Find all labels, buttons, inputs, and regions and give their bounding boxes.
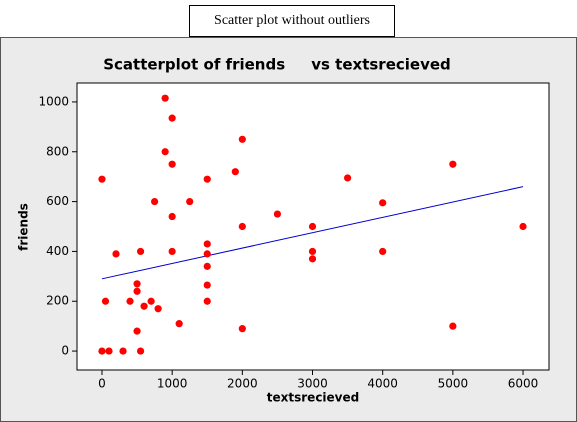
point	[126, 297, 134, 305]
point	[308, 222, 317, 231]
point	[203, 262, 211, 270]
point	[175, 320, 183, 328]
point	[98, 347, 106, 355]
point	[186, 197, 194, 206]
point	[519, 222, 527, 231]
point	[379, 247, 387, 256]
point	[238, 135, 246, 143]
point	[136, 347, 145, 355]
point	[273, 210, 282, 218]
point	[238, 222, 246, 231]
y-tick-label: 800	[46, 144, 69, 158]
y-tick-label: 600	[46, 194, 69, 208]
point	[343, 174, 352, 182]
point	[133, 280, 141, 288]
point	[238, 325, 246, 333]
point	[203, 297, 211, 305]
x-tick-label: 6000	[508, 377, 539, 391]
x-axis-label: textsrecieved	[267, 391, 359, 405]
point	[449, 160, 457, 168]
point	[147, 297, 155, 305]
point	[168, 212, 176, 221]
x-tick-label: 0	[98, 377, 106, 391]
point	[449, 322, 457, 330]
chart: Scatterplot of friends vs textsrecieved …	[0, 37, 577, 422]
point	[203, 281, 211, 289]
x-tick-label: 4000	[367, 377, 398, 391]
chart-title: Scatterplot of friends vs textsrecieved	[103, 56, 451, 74]
x-tick-label: 3000	[297, 377, 328, 391]
y-tick-label: 0	[61, 344, 69, 358]
point	[101, 297, 110, 305]
point	[133, 327, 141, 335]
caption: Scatter plot without outliers	[189, 5, 395, 37]
point	[231, 168, 239, 176]
point	[168, 114, 176, 122]
point	[168, 247, 176, 256]
point	[136, 247, 145, 256]
y-tick-label: 400	[46, 244, 69, 258]
point	[151, 197, 159, 206]
point	[161, 94, 169, 102]
point	[379, 199, 387, 207]
fit-line	[101, 186, 524, 280]
point	[105, 347, 113, 355]
point	[133, 287, 141, 295]
point	[112, 250, 120, 258]
point	[203, 240, 211, 248]
y-tick-label: 1000	[38, 94, 69, 108]
y-tick-label: 200	[46, 294, 69, 308]
point	[203, 175, 211, 183]
point	[161, 148, 169, 156]
point	[98, 175, 106, 183]
point	[203, 250, 211, 258]
y-axis-label: friends	[17, 203, 31, 251]
point	[308, 255, 317, 263]
point	[168, 160, 176, 168]
point	[140, 302, 148, 310]
x-tick-label: 1000	[157, 377, 188, 391]
point	[119, 347, 127, 355]
point	[154, 305, 162, 313]
x-tick-label: 2000	[227, 377, 258, 391]
point	[308, 247, 317, 256]
x-tick-label: 5000	[438, 377, 469, 391]
